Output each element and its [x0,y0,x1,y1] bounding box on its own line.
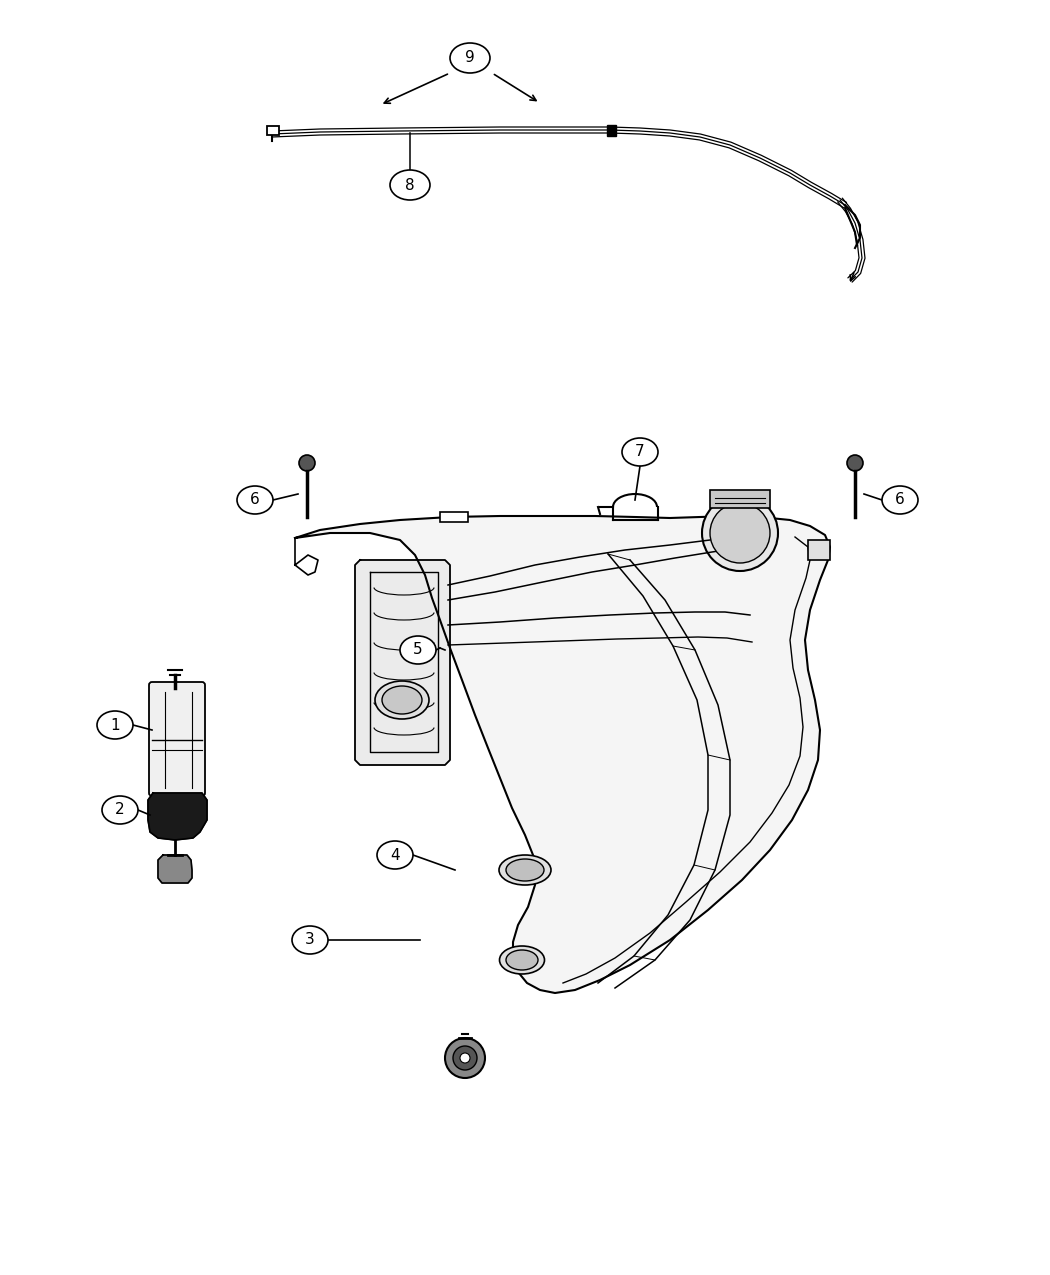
Text: 8: 8 [405,177,415,193]
Ellipse shape [499,856,551,885]
Polygon shape [158,856,192,884]
Text: 7: 7 [635,445,645,459]
Bar [808,541,830,560]
Text: 9: 9 [465,51,475,65]
Ellipse shape [377,842,413,870]
Ellipse shape [375,681,429,719]
Circle shape [445,1038,485,1077]
Ellipse shape [102,796,138,824]
Ellipse shape [450,43,490,73]
Bar [607,125,616,136]
Text: 3: 3 [306,932,315,947]
Polygon shape [295,516,830,993]
Ellipse shape [292,926,328,954]
Circle shape [702,495,778,571]
Text: 6: 6 [895,492,905,507]
Ellipse shape [506,859,544,881]
Text: 6: 6 [250,492,260,507]
Polygon shape [355,560,450,765]
Text: 2: 2 [116,802,125,817]
Circle shape [847,455,863,470]
Circle shape [710,504,770,564]
Text: 4: 4 [391,848,400,862]
Ellipse shape [390,170,430,200]
Ellipse shape [622,439,658,465]
Text: 1: 1 [110,718,120,733]
Bar [267,126,279,135]
Circle shape [453,1046,477,1070]
Ellipse shape [506,950,538,970]
Bar [440,513,468,521]
Ellipse shape [500,946,545,974]
Ellipse shape [882,486,918,514]
Ellipse shape [382,686,422,714]
Ellipse shape [97,711,133,739]
Ellipse shape [237,486,273,514]
Circle shape [299,455,315,470]
Bar [710,490,770,507]
Ellipse shape [400,636,436,664]
FancyBboxPatch shape [149,682,205,796]
Circle shape [460,1053,470,1063]
Text: 5: 5 [414,643,423,658]
Polygon shape [148,793,207,840]
